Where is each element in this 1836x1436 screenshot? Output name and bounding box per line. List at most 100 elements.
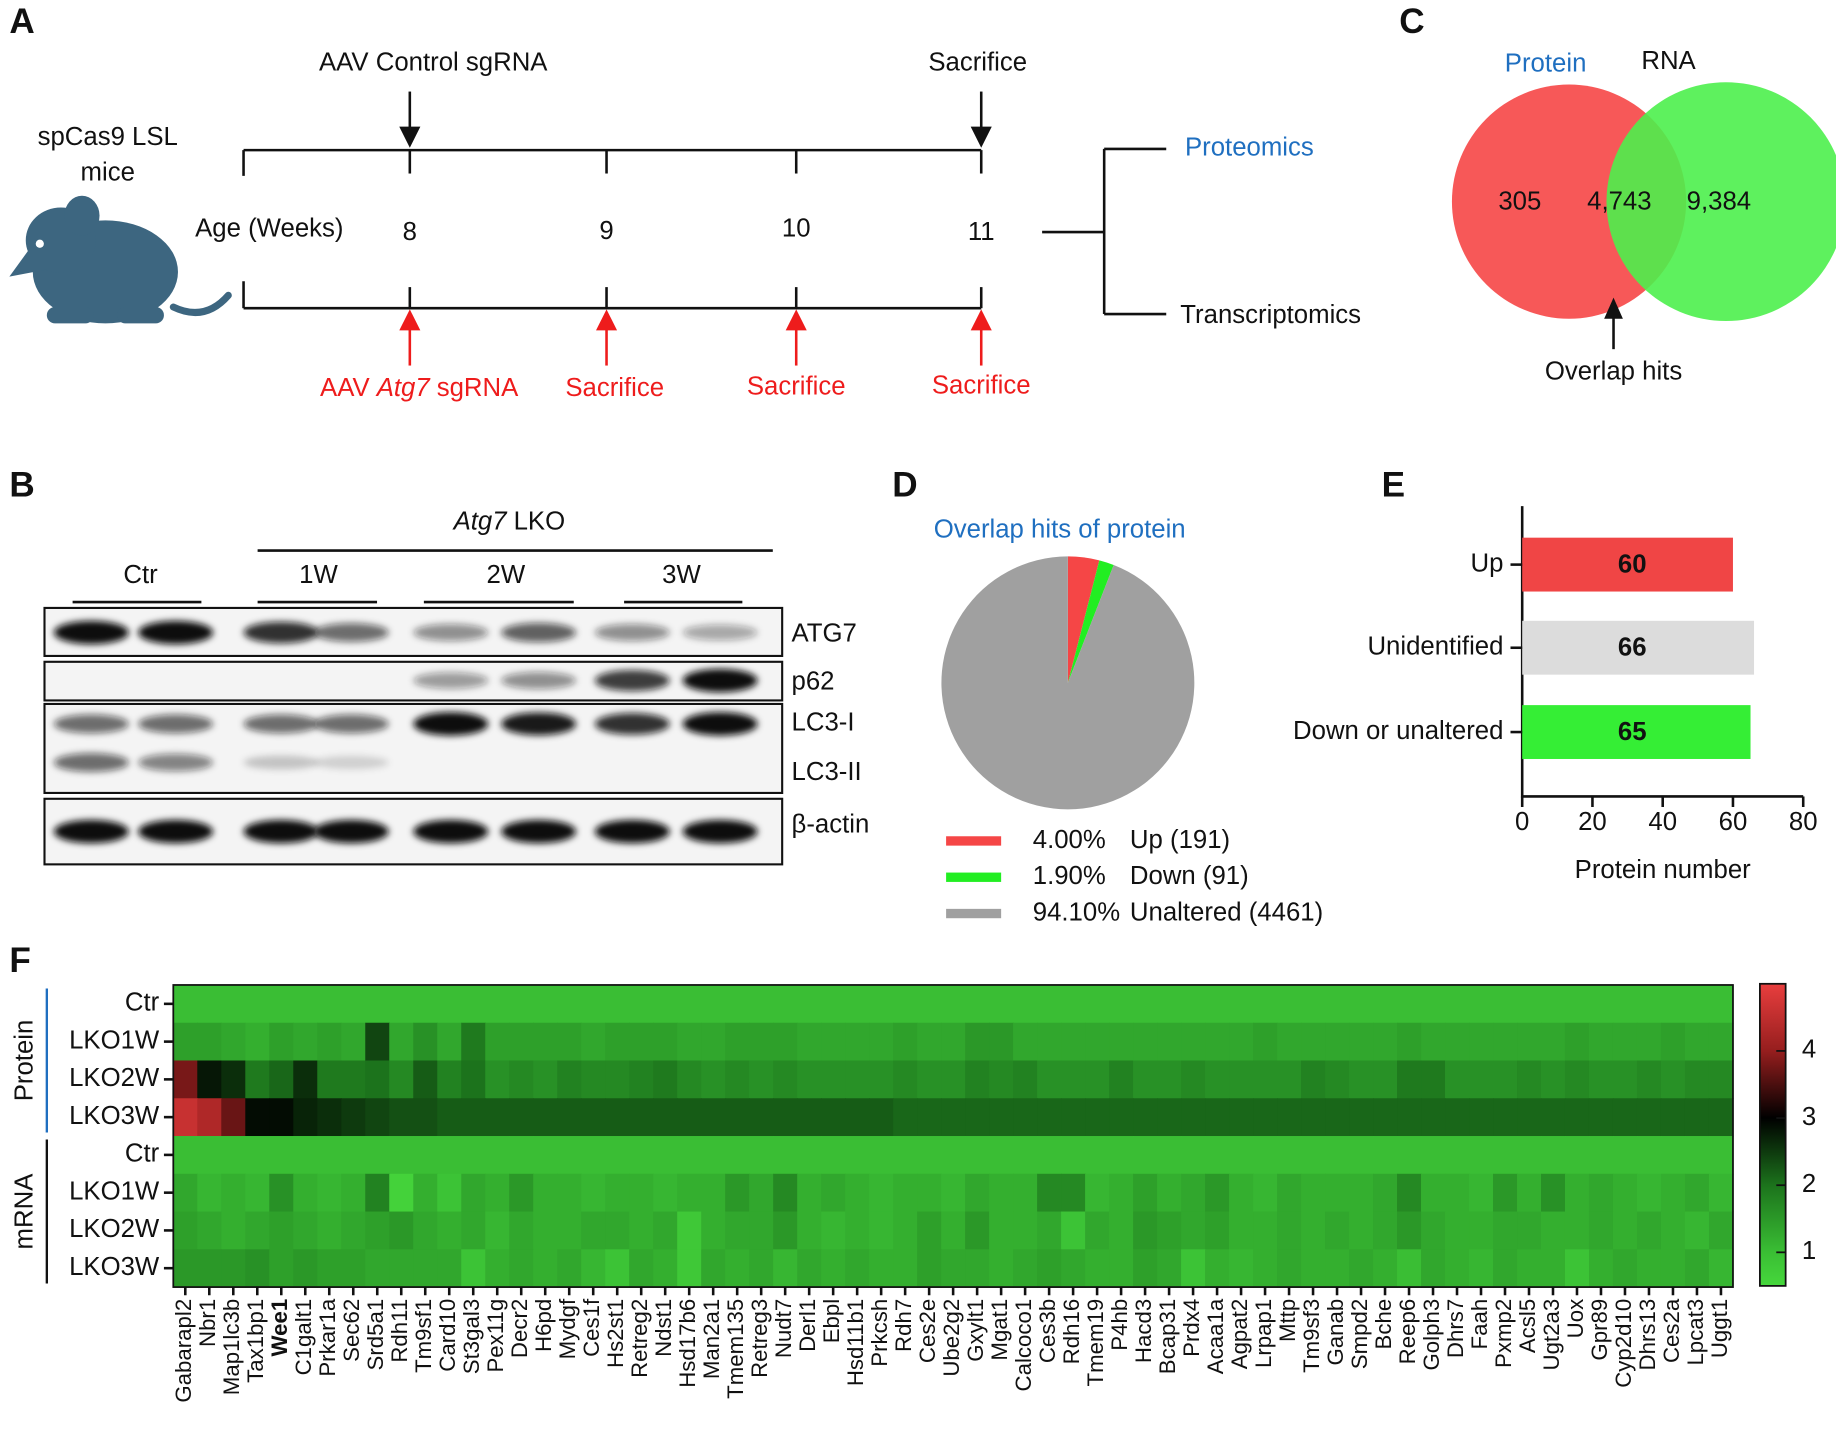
heatmap-cell <box>341 1211 366 1251</box>
column-label: Ces1f <box>579 1298 604 1357</box>
heatmap-cell <box>1349 984 1374 1024</box>
heatmap-cell <box>197 1173 222 1213</box>
heatmap-cell <box>317 1060 342 1099</box>
blot-band <box>594 669 670 692</box>
heatmap-cell <box>1301 1136 1326 1175</box>
heatmap-cell <box>869 1136 894 1175</box>
heatmap-cell <box>1612 1098 1638 1137</box>
pie-slice <box>1067 560 1114 683</box>
heatmap-cell <box>533 1022 558 1062</box>
blot-band <box>243 714 319 734</box>
heatmap-cell <box>1660 1022 1686 1062</box>
heatmap-cell <box>605 1249 630 1288</box>
blot-band <box>53 620 129 645</box>
blot-band <box>413 712 489 736</box>
heatmap-cell <box>1205 1136 1230 1175</box>
heatmap-cell <box>317 1022 342 1062</box>
column-label: Tm9sf1 <box>411 1299 436 1373</box>
heatmap-cell <box>1660 1211 1686 1251</box>
heatmap-cell <box>389 1136 414 1175</box>
heatmap-cell <box>1684 1211 1710 1251</box>
heatmap-cell <box>413 1249 438 1288</box>
column-label: Srd5a1 <box>363 1299 388 1371</box>
heatmap-cell <box>1493 1136 1518 1175</box>
heatmap-cell <box>365 1173 390 1213</box>
heatmap-cell <box>797 1060 822 1099</box>
column-label: Derl1 <box>795 1299 820 1352</box>
heatmap-cell <box>1684 1022 1710 1062</box>
blot-band <box>138 753 214 772</box>
heatmap-cell <box>605 1060 630 1099</box>
heatmap-cell <box>1325 1136 1350 1175</box>
heatmap-cell <box>293 984 318 1024</box>
heatmap-cell <box>1636 1136 1662 1175</box>
heatmap-cell <box>821 1173 846 1213</box>
blot-lines <box>72 549 773 604</box>
row-label: LKO2W <box>69 1215 160 1243</box>
heatmap-cell <box>1636 1098 1662 1137</box>
heatmap-cell <box>1157 1060 1182 1099</box>
heatmap-cell <box>1085 1136 1110 1175</box>
y-tick-label: Unidentified <box>1367 633 1503 661</box>
heatmap-cell <box>1612 1249 1638 1288</box>
heatmap-cell <box>389 1022 414 1062</box>
heatmap-cell <box>1325 1060 1350 1099</box>
heatmap-cell <box>1708 1136 1734 1175</box>
heatmap-cell <box>1660 1173 1686 1213</box>
column-label: Faah <box>1467 1299 1492 1350</box>
heatmap-cell <box>917 1098 942 1137</box>
heatmap-cell <box>1708 1249 1734 1288</box>
heatmap-cell <box>1517 1098 1542 1137</box>
column-label: Dhrs7 <box>1443 1299 1468 1358</box>
heatmap-cell <box>773 1249 798 1288</box>
heatmap-cell <box>677 1211 702 1251</box>
heatmap-cell <box>1660 984 1686 1024</box>
heatmap-cell <box>917 1060 942 1099</box>
heatmap-cell <box>317 1173 342 1213</box>
x-tick-label: 20 <box>1578 808 1607 836</box>
column-label: Nudt7 <box>771 1299 796 1358</box>
heatmap-cell <box>725 1211 750 1251</box>
blot-group: 1W <box>299 561 338 589</box>
heatmap-cell <box>1469 1022 1494 1062</box>
heatmap-cell <box>605 1136 630 1175</box>
heatmap-cell <box>269 1173 294 1213</box>
heatmap-cell <box>677 1173 702 1213</box>
blot-band <box>413 672 489 689</box>
heatmap-cell <box>1636 1173 1662 1213</box>
heatmap-cell <box>725 1173 750 1213</box>
heatmap-cell <box>965 1173 990 1213</box>
heatmap-cell <box>725 1249 750 1288</box>
heatmap-cell <box>1061 1136 1086 1175</box>
heatmap-cell <box>1612 1136 1638 1175</box>
heatmap-cell <box>1373 1249 1398 1288</box>
heatmap-cell <box>1684 1098 1710 1137</box>
heatmap-cell <box>1541 1098 1566 1137</box>
heatmap-cell <box>221 1022 246 1062</box>
group-label: Protein <box>11 1020 39 1102</box>
heatmap-cell <box>1133 1098 1158 1137</box>
heatmap-cell <box>1469 1060 1494 1099</box>
heatmap-cell <box>629 1098 654 1137</box>
column-label: Ebpl <box>819 1299 844 1344</box>
heatmap-cell <box>1013 984 1038 1024</box>
heatmap-cell <box>1325 1098 1350 1137</box>
heatmap-cell <box>1133 1173 1158 1213</box>
heatmap-cell <box>1564 1022 1590 1062</box>
column-label: H6pd <box>531 1299 556 1352</box>
heatmap-cell <box>893 1022 918 1062</box>
column-label: Gabarapl2 <box>171 1299 196 1403</box>
heatmap-cell <box>173 1022 198 1062</box>
heatmap-cell <box>1277 1022 1302 1062</box>
row-label: Ctr <box>125 989 160 1017</box>
heatmap-cell <box>365 1022 390 1062</box>
heatmap-cell <box>917 1136 942 1175</box>
control-end-label: Sacrifice <box>928 48 1027 76</box>
heatmap-cell <box>605 1022 630 1062</box>
column-label: Uox <box>1563 1299 1588 1339</box>
venn-count: 9,384 <box>1687 188 1751 216</box>
heatmap-cell <box>1445 1136 1470 1175</box>
heatmap-cell <box>941 984 966 1024</box>
heatmap-cell <box>1469 1211 1494 1251</box>
sacrifice-label: Sacrifice <box>932 371 1031 399</box>
